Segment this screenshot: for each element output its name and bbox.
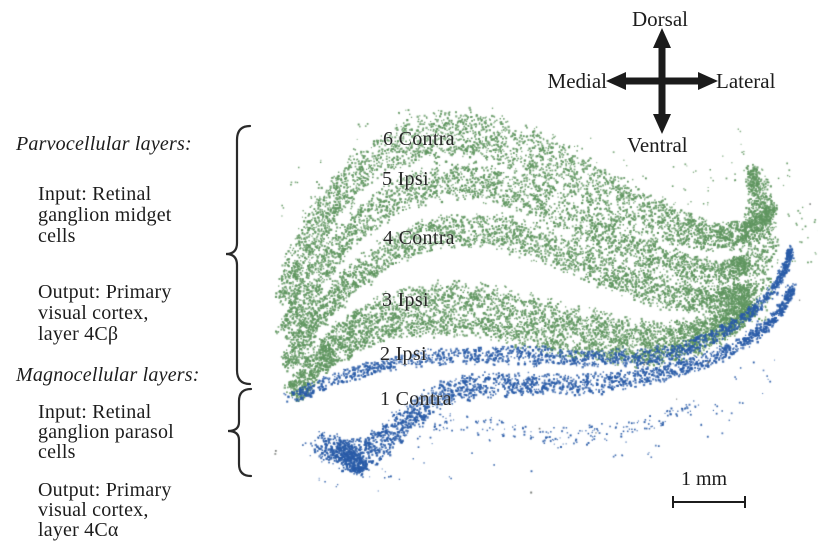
scale-bar-label: 1 mm: [681, 468, 728, 490]
layer-label: 2 Ipsi: [380, 343, 427, 365]
text-line: ganglion midget: [38, 204, 172, 226]
text-line: ganglion parasol: [38, 421, 174, 443]
layer-label: 1 Contra: [380, 388, 452, 410]
magnocellular-input-text: Input: Retinal ganglion parasol cells: [38, 402, 174, 462]
parvocellular-output-text: Output: Primary visual cortex, layer 4Cβ: [38, 282, 172, 345]
text-line: Input: Retinal: [38, 401, 152, 423]
parvocellular-heading: Parvocellular layers:: [16, 133, 192, 155]
text-line: visual cortex,: [38, 499, 149, 521]
text-line: cells: [38, 441, 76, 463]
compass-label-ventral: Ventral: [627, 133, 688, 157]
text-line: visual cortex,: [38, 302, 149, 324]
layer-label: 3 Ipsi: [382, 289, 429, 311]
layer-label: 4 Contra: [383, 227, 455, 249]
layer-label: 5 Ipsi: [382, 168, 429, 190]
scale-bar: [672, 496, 746, 508]
text-line: layer 4Cβ: [38, 323, 119, 345]
text-line: Output: Primary: [38, 281, 172, 303]
text-line: cells: [38, 225, 76, 247]
magnocellular-heading: Magnocellular layers:: [16, 364, 200, 386]
scale-bar-line: [672, 501, 746, 503]
parvocellular-input-text: Input: Retinal ganglion midget cells: [38, 184, 172, 247]
text-line: Output: Primary: [38, 479, 172, 501]
scale-bar-right-tick: [744, 496, 746, 508]
text-line: Input: Retinal: [38, 183, 152, 205]
layer-label: 6 Contra: [383, 128, 455, 150]
compass-label-medial: Medial: [547, 69, 607, 93]
text-line: layer 4Cα: [38, 519, 119, 541]
compass-label-lateral: Lateral: [716, 69, 776, 93]
compass-label-dorsal: Dorsal: [632, 7, 688, 31]
magnocellular-output-text: Output: Primary visual cortex, layer 4Cα: [38, 480, 172, 540]
